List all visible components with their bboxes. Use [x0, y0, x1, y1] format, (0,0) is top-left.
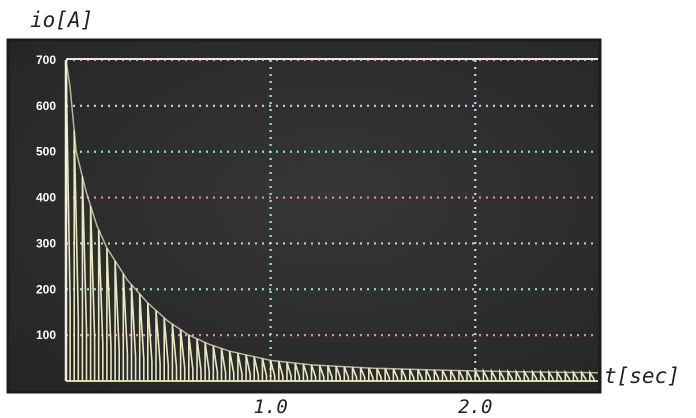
y-tick-labels: 0 100 200 300 400 500 600 700 — [36, 53, 56, 389]
y-tick-label: 400 — [36, 191, 56, 205]
trace-pulses — [65, 59, 595, 381]
x-tick-label: 1.0 — [253, 396, 287, 418]
y-tick-label: 300 — [36, 236, 56, 250]
y-tick-label: 500 — [36, 145, 56, 159]
x-axis-title: t[sec] — [604, 364, 680, 388]
x-tick-labels: 1.0 2.0 — [253, 396, 492, 418]
y-tick-label: 600 — [36, 99, 56, 113]
y-tick-label: 100 — [36, 328, 56, 342]
y-tick-label: 200 — [36, 282, 56, 296]
trace-envelope — [65, 59, 599, 374]
scope-screen — [6, 38, 602, 394]
current-trace — [65, 59, 599, 381]
y-axis-title: io[A] — [30, 8, 93, 32]
x-tick-label: 2.0 — [458, 396, 492, 418]
y-tick-label: 0 — [36, 368, 47, 389]
y-tick-label: 700 — [36, 53, 56, 67]
